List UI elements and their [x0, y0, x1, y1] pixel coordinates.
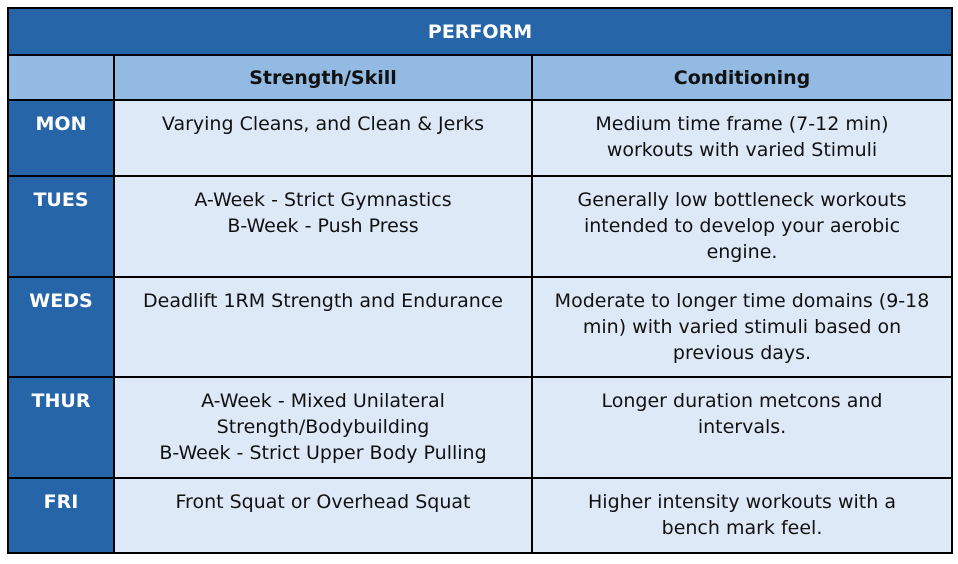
conditioning-line: min) with varied stimuli based on: [582, 316, 902, 338]
table-row: WEDS Deadlift 1RM Strength and Endurance M…: [7, 276, 954, 378]
day-cell: TUES: [7, 175, 115, 278]
conditioning-line: intended to develop your aerobic: [583, 215, 901, 237]
strength-line: B-Week - Strict Upper Body Pulling: [159, 442, 487, 464]
column-header-conditioning: Conditioning: [530, 54, 954, 101]
strength-cell: Deadlift 1RM Strength and Endurance: [113, 276, 533, 378]
conditioning-line: Higher intensity workouts with a: [588, 491, 896, 513]
conditioning-cell: Medium time frame (7-12 min) workouts wit…: [530, 99, 954, 177]
conditioning-line: engine.: [706, 241, 778, 263]
column-header-strength: Strength/Skill: [113, 54, 533, 101]
table-title: PERFORM: [6, 7, 954, 56]
strength-line: A-Week - Strict Gymnastics: [194, 189, 452, 211]
conditioning-line: bench mark feel.: [661, 517, 823, 539]
conditioning-cell: Longer duration metcons and intervals.: [530, 376, 954, 479]
conditioning-line: Generally low bottleneck workouts: [577, 189, 907, 211]
strength-line: Front Squat or Overhead Squat: [175, 491, 471, 513]
strength-cell: Varying Cleans, and Clean & Jerks: [113, 99, 533, 177]
conditioning-cell: Moderate to longer time domains (9-18 min…: [530, 276, 954, 378]
day-cell: MON: [7, 99, 115, 177]
conditioning-line: previous days.: [672, 342, 812, 364]
strength-cell: A-Week - Mixed Unilateral Strength/Bodybu…: [113, 376, 533, 479]
conditioning-line: intervals.: [697, 416, 787, 438]
day-cell: FRI: [7, 477, 115, 554]
column-header-row: Strength/Skill Conditioning: [7, 54, 954, 101]
conditioning-cell: Generally low bottleneck workouts intende…: [530, 175, 954, 278]
column-header-day: [7, 54, 115, 101]
day-cell: WEDS: [7, 276, 115, 378]
conditioning-line: workouts with varied Stimuli: [606, 139, 878, 161]
table-row: MON Varying Cleans, and Clean & Jerks Medi…: [7, 99, 954, 177]
table-row: FRI Front Squat or Overhead Squat Higher i…: [7, 477, 954, 554]
strength-line: B-Week - Push Press: [227, 215, 419, 237]
strength-line: A-Week - Mixed Unilateral: [201, 390, 445, 412]
schedule-table: PERFORM Strength/Skill Conditioning MON V…: [6, 7, 954, 554]
conditioning-line: Moderate to longer time domains (9-18: [554, 290, 930, 312]
table-row: THUR A-Week - Mixed Unilateral Strength/Bo…: [7, 376, 954, 479]
strength-line: Deadlift 1RM Strength and Endurance: [143, 290, 503, 312]
day-cell: THUR: [7, 376, 115, 479]
strength-line: Varying Cleans, and Clean & Jerks: [161, 113, 485, 135]
strength-line: Strength/Bodybuilding: [216, 416, 430, 438]
conditioning-cell: Higher intensity workouts with a bench ma…: [530, 477, 954, 554]
table-row: TUES A-Week - Strict Gymnastics B-Week - P…: [7, 175, 954, 278]
conditioning-line: Longer duration metcons and: [601, 390, 883, 412]
strength-cell: A-Week - Strict Gymnastics B-Week - Push …: [113, 175, 533, 278]
conditioning-line: Medium time frame (7-12 min): [595, 113, 889, 135]
strength-cell: Front Squat or Overhead Squat: [113, 477, 533, 554]
